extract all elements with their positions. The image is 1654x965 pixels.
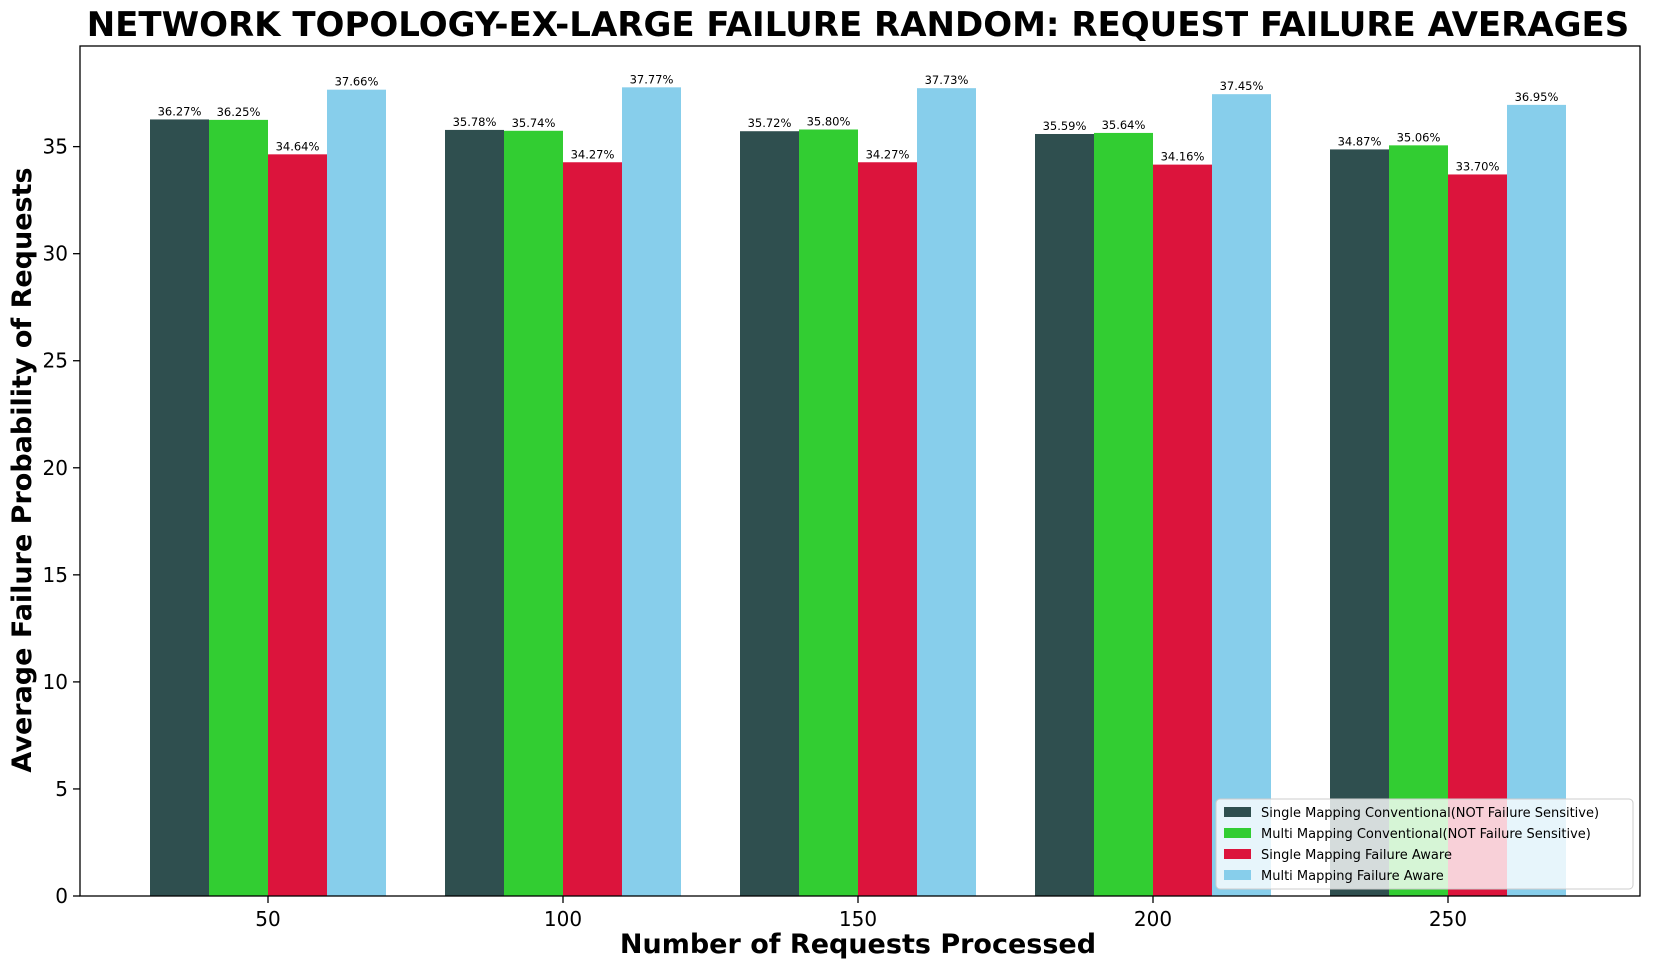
data-label: 36.95% (1515, 90, 1559, 104)
bar (1153, 164, 1212, 896)
data-label: 37.45% (1220, 79, 1264, 93)
x-axis: 50 100 150 200 250 (255, 896, 1467, 931)
y-tick-label: 35 (43, 135, 68, 159)
data-label: 37.73% (925, 73, 969, 87)
y-tick-label: 20 (43, 456, 68, 480)
bar (740, 131, 799, 896)
bar (1212, 94, 1271, 896)
legend-swatch (1224, 849, 1251, 859)
y-tick-label: 25 (43, 349, 68, 373)
bar (563, 162, 622, 896)
y-tick-label: 0 (55, 884, 68, 908)
data-label: 36.25% (217, 105, 261, 119)
legend-entry: Multi Mapping Failure Aware (1261, 869, 1444, 884)
x-tick-label: 250 (1429, 907, 1467, 931)
data-label: 35.74% (512, 116, 556, 130)
bar (1035, 133, 1094, 896)
bar (1330, 149, 1389, 897)
bar (504, 130, 563, 896)
y-axis-label: Average Failure Probability of Requests (7, 167, 38, 772)
bar (1094, 132, 1153, 897)
x-tick-label: 50 (255, 907, 280, 931)
plot-area: 36.27% 35.78% 35.72% 35.59% 34.87% 36.25% 35.7… (79, 45, 1641, 897)
bar (917, 88, 976, 897)
bar (150, 119, 209, 896)
y-tick-label: 10 (43, 670, 68, 694)
plot-frame (79, 45, 1641, 897)
bar (1389, 145, 1448, 896)
data-label: 35.72% (748, 116, 792, 130)
data-label: 35.06% (1397, 130, 1441, 144)
legend-swatch (1224, 870, 1251, 880)
bar (268, 154, 327, 896)
data-label: 35.78% (453, 115, 497, 129)
data-label: 36.27% (158, 104, 202, 118)
data-label: 37.66% (335, 75, 379, 89)
data-label: 34.27% (866, 147, 910, 161)
legend-swatch (1224, 807, 1251, 817)
bar (622, 87, 681, 897)
y-tick-label: 5 (55, 777, 68, 801)
bar (1448, 174, 1507, 896)
data-label: 35.80% (807, 115, 851, 129)
data-label: 34.16% (1161, 150, 1205, 164)
legend-box (1215, 798, 1634, 890)
chart-title: NETWORK TOPOLOGY-EX-LARGE FAILURE RANDOM… (87, 5, 1630, 45)
legend-entry: Single Mapping Failure Aware (1261, 848, 1452, 863)
bar (1507, 104, 1566, 896)
y-tick-label: 15 (43, 563, 68, 587)
data-label: 34.64% (276, 139, 320, 153)
legend-entry: Multi Mapping Conventional(NOT Failure S… (1261, 827, 1591, 842)
bar (445, 129, 504, 897)
x-tick-label: 200 (1134, 907, 1172, 931)
x-axis-label: Number of Requests Processed (620, 929, 1096, 960)
legend-swatch (1224, 828, 1251, 838)
data-label: 37.77% (630, 72, 674, 86)
y-tick-label: 30 (43, 242, 68, 266)
y-axis: 0 5 10 15 20 25 30 35 (43, 135, 80, 908)
data-label: 34.87% (1338, 134, 1382, 148)
data-label: 33.70% (1456, 159, 1500, 173)
bar (858, 162, 917, 896)
data-label: 35.64% (1102, 118, 1146, 132)
bar (327, 89, 386, 896)
bar (209, 119, 268, 896)
x-tick-label: 100 (544, 907, 582, 931)
x-tick-label: 150 (839, 907, 877, 931)
data-label: 34.27% (571, 147, 615, 161)
bar (799, 129, 858, 896)
legend: Single Mapping Conventional(NOT Failure … (1215, 798, 1634, 890)
legend-entry: Single Mapping Conventional(NOT Failure … (1261, 806, 1599, 821)
data-label: 35.59% (1043, 119, 1087, 133)
